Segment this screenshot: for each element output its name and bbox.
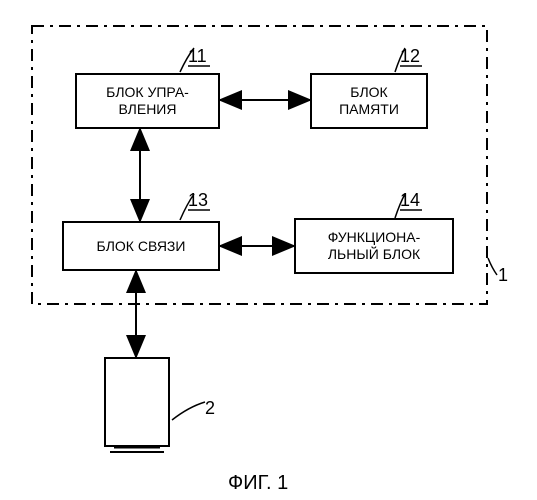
figure-caption: ФИГ. 1 [228,472,288,495]
memory-block: БЛОК ПАМЯТИ [310,73,428,129]
device-id-label: 2 [205,398,215,419]
memory-id-label: 12 [400,46,420,67]
comm-block: БЛОК СВЯЗИ [62,221,220,271]
func-block: ФУНКЦИОНА- ЛЬНЫЙ БЛОК [294,218,454,274]
control-block: БЛОК УПРА- ВЛЕНИЯ [75,73,220,129]
comm-id-label: 13 [188,190,208,211]
func-id-label: 14 [400,190,420,211]
external-device [104,357,170,447]
outer-box-label: 1 [498,265,508,286]
control-id-label: 11 [188,46,207,67]
